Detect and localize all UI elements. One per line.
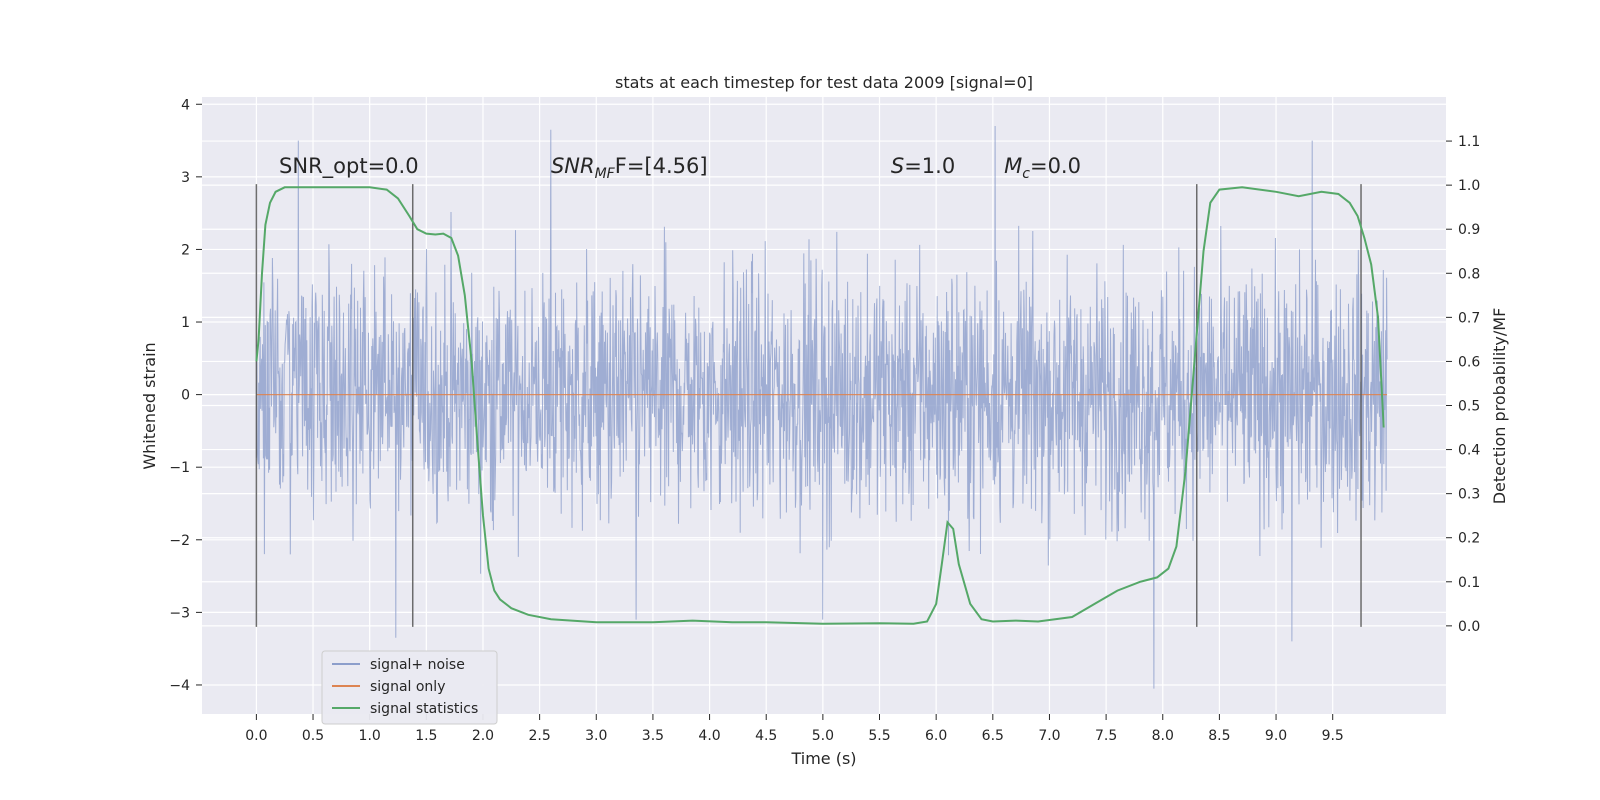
legend: signal+ noise signal only signal statist… [321, 650, 498, 725]
x-tick-label: 2.0 [472, 728, 494, 744]
y-right-tick-label: 0.9 [1458, 222, 1480, 238]
y-right-tick-label: 0.1 [1458, 575, 1480, 591]
annotation-value: =1.0 [904, 154, 955, 178]
x-tick-label: 5.0 [812, 728, 834, 744]
series-signal-statistics [255, 186, 1385, 625]
x-tick-label: 7.0 [1038, 728, 1060, 744]
y-right-tick-label: 0.8 [1458, 266, 1480, 282]
x-tick-label: 3.5 [642, 728, 664, 744]
y-right-tick-label: 0.4 [1458, 443, 1480, 459]
annotation-subscript: c [1022, 166, 1030, 182]
y-left-tick-label: 0 [181, 388, 190, 404]
x-tick-label: 1.5 [415, 728, 437, 744]
y-left-tick-label: −4 [169, 678, 190, 694]
y-right-tick-label: 0.7 [1458, 310, 1480, 326]
y-left-tick-label: 1 [181, 315, 190, 331]
x-tick-label: 2.5 [528, 728, 550, 744]
annotation-symbol: M [1004, 154, 1022, 178]
annotation-value: F=[4.56] [615, 154, 708, 178]
signal-statistics-line [255, 186, 1385, 625]
y-left-tick-label: 3 [181, 170, 190, 186]
vertical-markers [255, 184, 1362, 627]
x-axis-ticks: 0.0 0.5 1.0 1.5 2.0 2.5 3.0 3.5 4.0 4.5 5.0 5.5 6.0 6… [245, 714, 1344, 744]
y-right-tick-label: 0.6 [1458, 354, 1480, 370]
x-tick-label: 4.5 [755, 728, 777, 744]
annotation-symbol: SNR [551, 154, 595, 178]
annotation: SNRMFF=[4.56] [551, 154, 708, 182]
y-axis-right-label: Detection probability/MF [1490, 308, 1509, 505]
y-right-tick-label: 0.0 [1458, 619, 1480, 635]
annotation: S=1.0 [891, 154, 955, 178]
y-right-tick-label: 0.3 [1458, 487, 1480, 503]
annotation: SNR_opt=0.0 [279, 154, 419, 179]
y-axis-left-ticks: −4 −3 −2 −1 0 1 2 3 4 [169, 97, 202, 694]
annotation-subscript: MF [595, 166, 616, 182]
y-right-tick-label: 0.2 [1458, 531, 1480, 547]
signal-noise-line [255, 125, 1388, 689]
legend-box [321, 650, 498, 725]
series-signal-noise [255, 125, 1388, 689]
x-axis-label: Time (s) [790, 749, 856, 768]
y-left-tick-label: −3 [169, 605, 190, 621]
legend-label-signal-only: signal only [370, 679, 445, 695]
x-tick-label: 1.0 [359, 728, 381, 744]
x-tick-label: 4.0 [698, 728, 720, 744]
x-tick-label: 0.0 [245, 728, 267, 744]
y-axis-left-label: Whitened strain [140, 342, 159, 469]
x-tick-label: 9.5 [1322, 728, 1344, 744]
x-tick-label: 8.0 [1152, 728, 1174, 744]
x-tick-label: 6.5 [982, 728, 1004, 744]
x-tick-label: 3.0 [585, 728, 607, 744]
y-left-tick-label: −2 [169, 533, 190, 549]
y-left-tick-label: 2 [181, 242, 190, 258]
x-tick-label: 9.0 [1265, 728, 1287, 744]
legend-label-signal-statistics: signal statistics [370, 701, 478, 717]
x-tick-label: 0.5 [302, 728, 324, 744]
y-right-tick-label: 1.1 [1458, 134, 1480, 150]
y-right-tick-label: 0.5 [1458, 399, 1480, 415]
x-tick-label: 6.0 [925, 728, 947, 744]
annotations: SNR_opt=0.0 SNRMFF=[4.56] S=1.0 Mc=0.0 [279, 154, 1081, 182]
y-left-tick-label: 4 [181, 97, 190, 113]
x-tick-label: 8.5 [1208, 728, 1230, 744]
chart-title: stats at each timestep for test data 200… [615, 73, 1033, 92]
x-tick-label: 5.5 [868, 728, 890, 744]
annotation: Mc=0.0 [1004, 154, 1081, 182]
annotation-symbol: S [891, 154, 904, 178]
legend-label-signal-noise: signal+ noise [370, 657, 465, 673]
x-tick-label: 7.5 [1095, 728, 1117, 744]
annotation-value: =0.0 [1030, 154, 1081, 178]
y-right-tick-label: 1.0 [1458, 178, 1480, 194]
y-axis-right-ticks: 0.0 0.1 0.2 0.3 0.4 0.5 0.6 0.7 0.8 0.9 1.0 1.1 [1446, 134, 1480, 635]
y-left-tick-label: −1 [169, 460, 190, 476]
